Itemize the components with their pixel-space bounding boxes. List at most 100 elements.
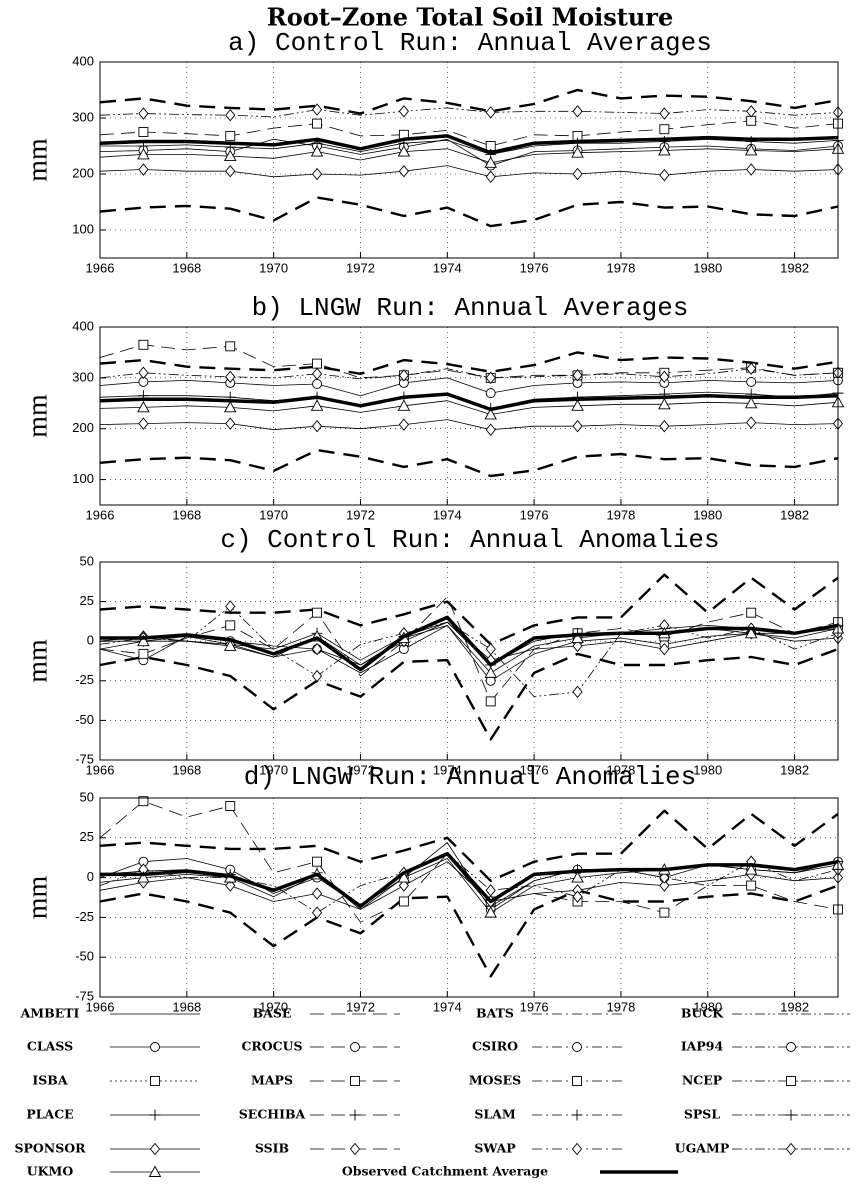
y-tick-label: 300 [72, 369, 94, 384]
y-tick-label: 25 [80, 829, 94, 844]
marker [746, 163, 757, 176]
series-line [99, 134, 839, 155]
x-tick-label: 1974 [433, 762, 462, 777]
x-tick-label: 1978 [606, 999, 635, 1014]
marker [485, 106, 496, 119]
marker [659, 370, 670, 384]
marker [485, 388, 496, 399]
y-tick-label: 50 [80, 553, 94, 568]
legend-label: BUCK [681, 1006, 724, 1021]
series-line [100, 138, 839, 155]
marker [659, 124, 670, 135]
x-tick-label: 1982 [780, 762, 809, 777]
y-tick-label: -75 [75, 751, 94, 766]
legend-marker [572, 1042, 582, 1052]
legend-item: CLASS [27, 1039, 200, 1054]
marker [658, 144, 671, 156]
legend-label: SECHIBA [239, 1107, 306, 1122]
marker [225, 164, 236, 178]
marker [311, 887, 323, 900]
series-line [99, 377, 839, 397]
marker [571, 871, 584, 883]
marker [137, 400, 150, 413]
marker [572, 685, 583, 699]
marker [138, 796, 149, 807]
marker [571, 399, 584, 411]
marker [746, 607, 757, 618]
series-line [99, 165, 839, 178]
marker [659, 871, 670, 884]
y-tick-label: 300 [72, 109, 94, 124]
legend-label: MOSES [469, 1073, 521, 1088]
panel-title: b) LNGW Run: Annual Averages [252, 293, 689, 323]
legend-item: PLACE [26, 1107, 200, 1122]
x-tick-label: 1970 [259, 507, 288, 522]
y-axis-label: mm [22, 876, 53, 920]
marker [137, 871, 150, 883]
x-tick-label: 1980 [693, 260, 722, 275]
y-tick-label: 100 [72, 221, 94, 236]
marker [572, 890, 583, 903]
plot-frame [99, 326, 839, 506]
series-line [99, 148, 839, 164]
marker [311, 103, 323, 116]
legend-item: BASE [253, 1006, 400, 1021]
legend-label: Observed Catchment Average [342, 1164, 548, 1179]
marker [138, 107, 149, 120]
x-tick-label: 1978 [606, 507, 635, 522]
legend-marker [572, 1076, 582, 1086]
marker [311, 167, 323, 181]
legend-item: BATS [476, 1006, 622, 1021]
legend-label: NCEP [682, 1073, 723, 1088]
series-line [99, 107, 839, 118]
series-line [99, 344, 839, 379]
marker [572, 369, 583, 382]
marker [310, 399, 324, 411]
legend-label: BATS [476, 1006, 514, 1021]
marker [225, 130, 236, 141]
series-line [99, 448, 839, 478]
legend-label: UGAMP [675, 1141, 730, 1156]
legend-marker [150, 1042, 160, 1052]
series-line [99, 853, 839, 913]
marker [659, 907, 670, 918]
marker [225, 879, 236, 892]
marker [311, 419, 323, 433]
marker [138, 163, 149, 176]
marker [223, 400, 237, 413]
x-tick-label: 1980 [693, 507, 722, 522]
legend-marker [785, 1109, 797, 1121]
marker [137, 147, 150, 160]
marker [571, 146, 584, 158]
marker [659, 168, 670, 182]
series-line [99, 854, 839, 907]
legend-marker [148, 1165, 162, 1177]
y-tick-label: 200 [72, 420, 94, 435]
y-tick-label: 0 [87, 869, 94, 884]
legend-item: SLAM [474, 1107, 622, 1122]
legend-item: UGAMP [675, 1141, 850, 1156]
legend-marker [786, 1042, 796, 1052]
y-tick-label: 400 [72, 318, 94, 333]
marker [746, 880, 757, 891]
x-tick-label: 1974 [433, 260, 462, 275]
legend-label: CLASS [27, 1039, 73, 1054]
x-tick-label: 1968 [172, 999, 201, 1014]
marker [398, 896, 409, 907]
marker [485, 696, 496, 707]
legend-item: UKMO [27, 1164, 200, 1179]
legend-marker [150, 1076, 160, 1086]
legend-item: SWAP [474, 1141, 622, 1156]
legend-item: ISBA [32, 1073, 200, 1088]
x-tick-label: 1980 [693, 762, 722, 777]
x-tick-label: 1972 [346, 762, 375, 777]
series-line [99, 625, 839, 674]
marker [746, 115, 757, 126]
marker [311, 367, 323, 380]
marker [312, 118, 323, 129]
marker [312, 856, 323, 867]
legend-label: MAPS [251, 1073, 293, 1088]
marker [310, 145, 324, 157]
x-tick-label: 1968 [172, 507, 201, 522]
marker [312, 607, 323, 618]
